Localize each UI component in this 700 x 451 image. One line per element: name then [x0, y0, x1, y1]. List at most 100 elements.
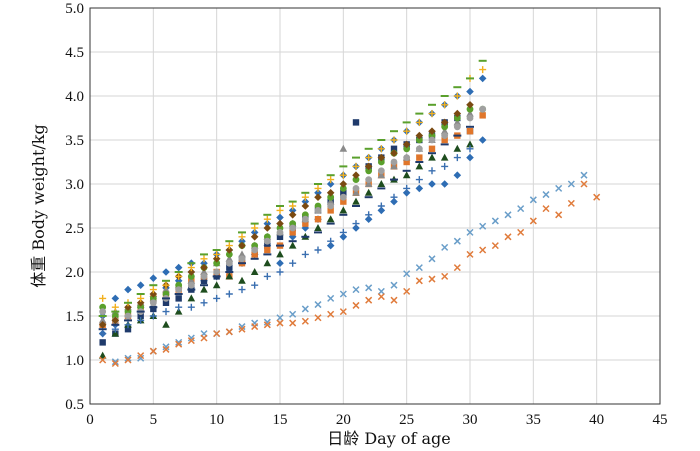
data-point	[415, 277, 423, 285]
data-point	[402, 189, 411, 197]
data-point	[263, 219, 272, 228]
data-point	[402, 140, 411, 149]
y-tick-label: 2.0	[65, 265, 84, 281]
data-point	[264, 246, 271, 254]
data-point	[200, 299, 208, 307]
data-point	[162, 345, 170, 353]
data-point	[415, 162, 424, 170]
data-point	[263, 215, 271, 223]
data-point	[263, 272, 271, 280]
x-tick-label: 10	[209, 412, 224, 428]
data-point	[251, 323, 259, 331]
data-point	[339, 180, 348, 188]
data-point	[225, 328, 233, 336]
data-point	[187, 264, 195, 272]
data-point	[149, 274, 158, 282]
data-point	[567, 180, 575, 188]
y-tick-label: 1.0	[65, 353, 84, 369]
data-point	[466, 105, 474, 113]
data-point	[187, 334, 195, 342]
data-point	[415, 145, 423, 153]
data-point	[187, 294, 196, 302]
data-point	[263, 321, 271, 329]
data-point	[403, 145, 411, 153]
data-point	[390, 136, 398, 144]
data-point	[276, 219, 284, 228]
series-9	[98, 101, 474, 329]
data-point	[390, 296, 398, 304]
data-point	[441, 132, 449, 140]
data-point	[314, 189, 322, 197]
x-tick-label: 30	[463, 412, 478, 428]
data-point	[314, 193, 322, 201]
data-point	[377, 153, 386, 162]
data-point	[377, 171, 386, 179]
data-point	[428, 153, 436, 161]
data-point	[466, 145, 474, 153]
data-point	[365, 296, 373, 304]
data-point	[276, 314, 284, 322]
data-point	[441, 101, 449, 109]
data-point	[175, 286, 183, 293]
data-point	[174, 277, 183, 285]
data-point	[466, 153, 474, 162]
data-point	[326, 215, 335, 223]
data-point	[187, 273, 195, 280]
data-point	[377, 180, 386, 187]
data-point	[200, 334, 208, 342]
series-10	[99, 66, 487, 311]
data-point	[327, 202, 335, 210]
data-point	[441, 243, 449, 251]
data-points	[98, 59, 601, 368]
data-point	[441, 162, 449, 170]
data-point	[276, 259, 284, 267]
data-point	[301, 250, 309, 258]
data-point	[212, 255, 221, 263]
data-point	[453, 109, 462, 118]
data-point	[187, 303, 195, 311]
data-point	[99, 294, 107, 302]
data-point	[226, 264, 233, 271]
data-point	[377, 293, 385, 301]
data-point	[327, 207, 334, 214]
data-point	[453, 154, 461, 162]
data-point	[289, 224, 297, 232]
data-point	[390, 145, 398, 152]
data-point	[479, 246, 487, 254]
data-point	[377, 206, 386, 215]
data-point	[124, 312, 132, 320]
data-point	[326, 189, 335, 197]
data-point	[428, 255, 436, 263]
data-point	[466, 101, 474, 109]
data-point	[403, 158, 410, 166]
data-point	[213, 330, 221, 338]
data-point	[352, 171, 360, 179]
data-point	[339, 206, 348, 214]
data-point	[352, 286, 360, 294]
data-point	[377, 145, 385, 153]
data-point	[288, 233, 297, 241]
data-point	[149, 286, 157, 294]
data-point	[327, 310, 335, 318]
data-point	[352, 185, 360, 192]
data-point	[339, 228, 347, 236]
data-point	[478, 136, 487, 144]
data-point	[213, 268, 221, 276]
series-13	[98, 125, 474, 331]
data-point	[111, 325, 119, 333]
data-point	[263, 259, 272, 267]
data-point	[314, 246, 322, 254]
data-point	[225, 254, 234, 262]
series-12	[98, 59, 487, 317]
data-point	[390, 281, 398, 289]
series-15	[99, 180, 601, 368]
data-point	[415, 184, 424, 193]
data-point	[200, 263, 208, 272]
data-point	[441, 272, 449, 280]
data-point	[289, 202, 297, 210]
y-tick-label: 5.0	[65, 1, 84, 17]
data-point	[276, 213, 284, 222]
data-point	[428, 145, 436, 152]
y-tick-label: 4.0	[65, 89, 84, 105]
